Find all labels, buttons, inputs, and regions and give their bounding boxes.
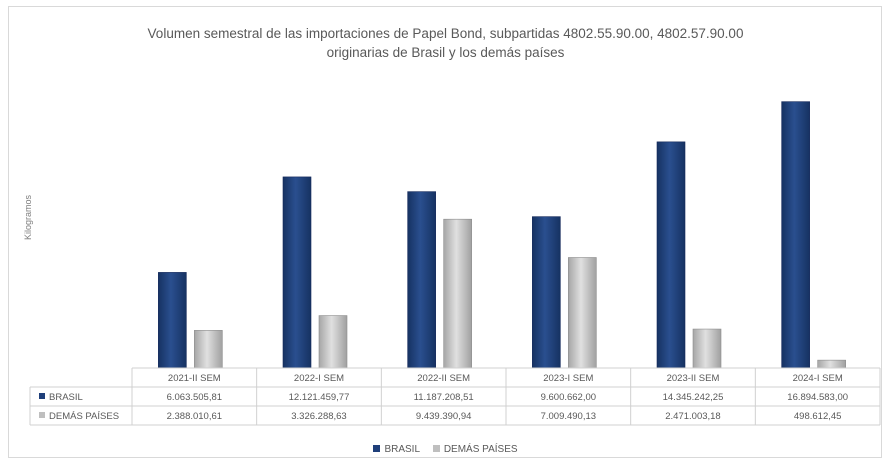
chart-title: Volumen semestral de las importaciones d…	[0, 24, 891, 62]
bar-brasil-2023-i-sem	[532, 216, 561, 369]
data-label-brasil-2023-ii-sem: 14.345.242,25	[663, 392, 724, 403]
data-label-brasil-2021-ii-sem: 6.063.505,81	[167, 392, 222, 403]
legend-item-brasil: BRASIL	[373, 444, 420, 455]
data-label-demas-paises-2024-i-sem: 498.612,45	[794, 411, 842, 422]
data-label-demas-paises-2023-i-sem: 7.009.490,13	[541, 411, 596, 422]
bar-brasil-2024-i-sem	[781, 101, 810, 369]
data-label-demas-paises-2022-i-sem: 3.326.288,63	[291, 411, 346, 422]
bar-demas-paises-2022-ii-sem	[443, 218, 472, 369]
bar-brasil-2022-ii-sem	[407, 191, 436, 369]
bar-demas-paises-2022-i-sem	[318, 315, 348, 369]
bar-demas-paises-2023-i-sem	[568, 257, 597, 369]
data-label-demas-paises-2022-ii-sem: 9.439.390,94	[416, 411, 471, 422]
bar-brasil-2023-ii-sem	[656, 141, 686, 369]
data-label-brasil-2022-i-sem: 12.121.459,77	[289, 392, 350, 403]
table-row-label-brasil: BRASIL	[49, 392, 83, 403]
x-tick-label-2021-ii-sem: 2021-II SEM	[168, 373, 221, 384]
x-tick-label-2024-i-sem: 2024-I SEM	[793, 373, 843, 384]
table-swatch-demas-paises	[39, 412, 45, 418]
x-tick-label-2023-i-sem: 2023-I SEM	[543, 373, 593, 384]
data-label-demas-paises-2021-ii-sem: 2.388.010,61	[167, 411, 222, 422]
legend-item-demas-paises: DEMÁS PAÍSES	[432, 444, 518, 455]
chart-legend: BRASIL DEMÁS PAÍSES	[0, 444, 891, 455]
table-row-label-demas-paises: DEMÁS PAÍSES	[49, 411, 119, 422]
legend-swatch-demas-paises	[432, 445, 440, 452]
x-tick-label-2022-ii-sem: 2022-II SEM	[417, 373, 470, 384]
legend-label-brasil: BRASIL	[384, 444, 421, 455]
legend-swatch-brasil	[373, 445, 381, 452]
bar-demas-paises-2021-ii-sem	[194, 330, 223, 369]
chart-title-line2: originarias de Brasil y los demás países	[326, 45, 565, 60]
bar-demas-paises-2024-i-sem	[817, 359, 846, 369]
data-label-brasil-2024-i-sem: 16.894.583,00	[787, 392, 848, 403]
bar-brasil-2021-ii-sem	[158, 272, 187, 369]
bar-brasil-2022-i-sem	[282, 176, 312, 369]
table-swatch-brasil	[39, 393, 45, 399]
data-label-brasil-2023-i-sem: 9.600.662,00	[541, 392, 596, 403]
x-tick-label-2023-ii-sem: 2023-II SEM	[667, 373, 720, 384]
x-tick-label-2022-i-sem: 2022-I SEM	[294, 373, 344, 384]
legend-label-demas-paises: DEMÁS PAÍSES	[443, 444, 518, 455]
data-label-brasil-2022-ii-sem: 11.187.208,51	[414, 392, 474, 403]
chart-title-line1: Volumen semestral de las importaciones d…	[147, 26, 744, 41]
bar-demas-paises-2023-ii-sem	[692, 328, 722, 369]
data-label-demas-paises-2023-ii-sem: 2.471.003,18	[665, 411, 720, 422]
